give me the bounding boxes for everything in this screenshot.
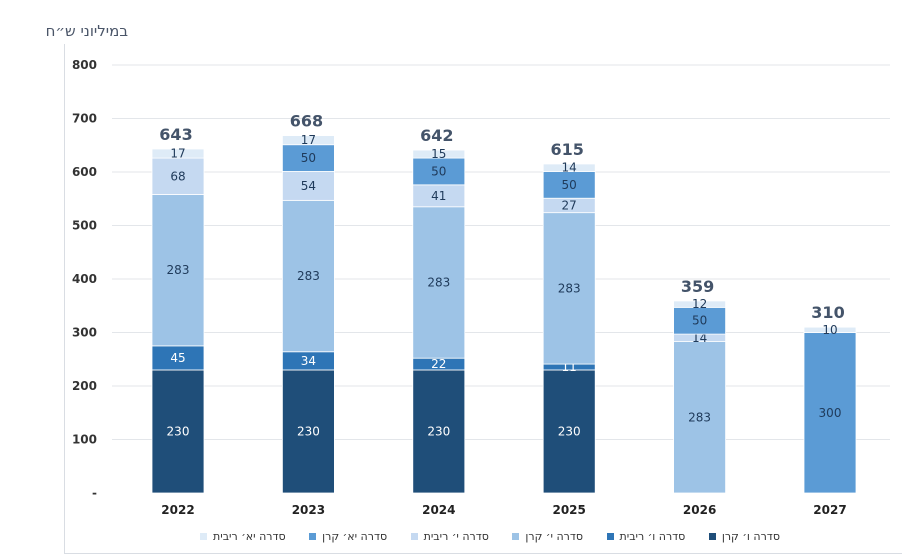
data-label: 17 xyxy=(170,147,185,161)
legend-item: סדרה ו׳ קרן xyxy=(708,529,780,543)
bar-segment xyxy=(542,212,596,365)
bar-segment xyxy=(412,149,466,159)
x-tick-label: 2025 xyxy=(552,503,585,517)
legend-item: סדרה י׳ ריבית xyxy=(410,529,489,543)
y-tick-label: 200 xyxy=(72,379,97,393)
data-label: 50 xyxy=(562,178,577,192)
data-label: 283 xyxy=(167,263,190,277)
bar-segment xyxy=(281,144,335,172)
legend-label: סדרה י׳ ריבית xyxy=(423,529,489,543)
bar-segment xyxy=(151,345,205,371)
x-tick-label: 2022 xyxy=(161,503,194,517)
legend-swatch xyxy=(606,532,614,540)
bar-segment xyxy=(673,341,726,494)
legend-label: סדרה ו׳ קרן xyxy=(721,529,780,543)
data-label: 230 xyxy=(427,424,450,438)
data-label: 283 xyxy=(297,269,320,283)
x-tick-label: 2027 xyxy=(813,503,846,517)
bar-segment xyxy=(281,135,335,146)
bar-segment xyxy=(803,326,857,333)
y-tick-label: 700 xyxy=(72,112,97,126)
legend-swatch xyxy=(200,532,207,540)
chart-frame xyxy=(64,44,902,554)
bar-segment xyxy=(803,332,857,494)
bar-segment xyxy=(151,369,205,494)
legend-swatch xyxy=(410,532,418,540)
legend-swatch xyxy=(309,532,317,540)
data-label: 41 xyxy=(431,189,446,203)
total-label: 310 xyxy=(811,303,844,322)
y-tick-label: 400 xyxy=(72,272,97,286)
data-label: 50 xyxy=(301,151,316,165)
x-tick-label: 2026 xyxy=(683,503,716,517)
x-tick-label: 2023 xyxy=(292,503,325,517)
legend-swatch xyxy=(708,532,716,540)
bar-segment xyxy=(151,157,205,195)
legend-label: סדרה יא׳ קרן xyxy=(322,529,388,543)
data-label: 283 xyxy=(427,275,450,289)
data-label: 15 xyxy=(431,147,446,161)
data-label: 14 xyxy=(562,161,577,175)
x-tick-label: 2024 xyxy=(422,503,455,517)
data-label: 230 xyxy=(167,424,190,438)
data-label: 230 xyxy=(558,424,581,438)
y-tick-label: 100 xyxy=(72,433,97,447)
bar-segment xyxy=(412,206,466,359)
y-tick-label: 800 xyxy=(72,58,97,72)
bar-segment xyxy=(542,163,596,172)
data-label: 12 xyxy=(692,297,707,311)
y-tick-label: 500 xyxy=(72,219,97,233)
bar-segment xyxy=(281,199,335,353)
data-label: 230 xyxy=(297,424,320,438)
data-label: 50 xyxy=(431,164,446,178)
data-label: 10 xyxy=(822,323,837,337)
legend-item: סדרה יא׳ ריבית xyxy=(200,530,286,543)
bar-segment xyxy=(412,369,466,494)
bar-segment xyxy=(412,157,466,186)
data-label: 17 xyxy=(301,133,316,147)
bar-segment xyxy=(673,300,726,308)
unit-label: במיליוני ש״ח xyxy=(45,22,128,40)
legend-swatch xyxy=(512,532,520,540)
total-label: 643 xyxy=(159,125,192,144)
legend-item: סדרה ו׳ ריבית xyxy=(606,529,686,543)
data-label: 283 xyxy=(688,410,711,424)
total-label: 359 xyxy=(681,277,714,296)
data-label: 34 xyxy=(301,354,316,368)
bar-segment xyxy=(151,148,205,159)
data-label: 68 xyxy=(170,169,185,183)
legend-item: סדרה י׳ קרן xyxy=(512,530,583,543)
legend-label: סדרה יא׳ ריבית xyxy=(213,529,286,543)
data-label: 54 xyxy=(301,179,316,193)
legend-label: סדרה ו׳ ריבית xyxy=(619,529,686,543)
total-label: 642 xyxy=(420,126,453,145)
total-label: 668 xyxy=(290,112,323,131)
bar-segment xyxy=(281,369,335,494)
bar-segment xyxy=(542,171,596,199)
legend-label: סדרה י׳ קרן xyxy=(525,529,583,543)
data-label: 45 xyxy=(170,351,185,365)
data-label: 300 xyxy=(819,406,842,420)
y-tick-label: 300 xyxy=(72,326,97,340)
total-label: 615 xyxy=(550,140,583,159)
legend: סדרה ו׳ קרן סדרה ו׳ ריבית סדרה י׳ קרן סדרה … xyxy=(200,526,780,546)
data-label: 22 xyxy=(431,357,446,371)
y-tick-label: - xyxy=(92,486,97,500)
legend-item: סדרה יא׳ קרן xyxy=(309,530,387,543)
data-label: 27 xyxy=(562,198,577,212)
data-label: 283 xyxy=(558,281,581,295)
data-label: 50 xyxy=(692,314,707,328)
y-tick-label: 600 xyxy=(72,165,97,179)
